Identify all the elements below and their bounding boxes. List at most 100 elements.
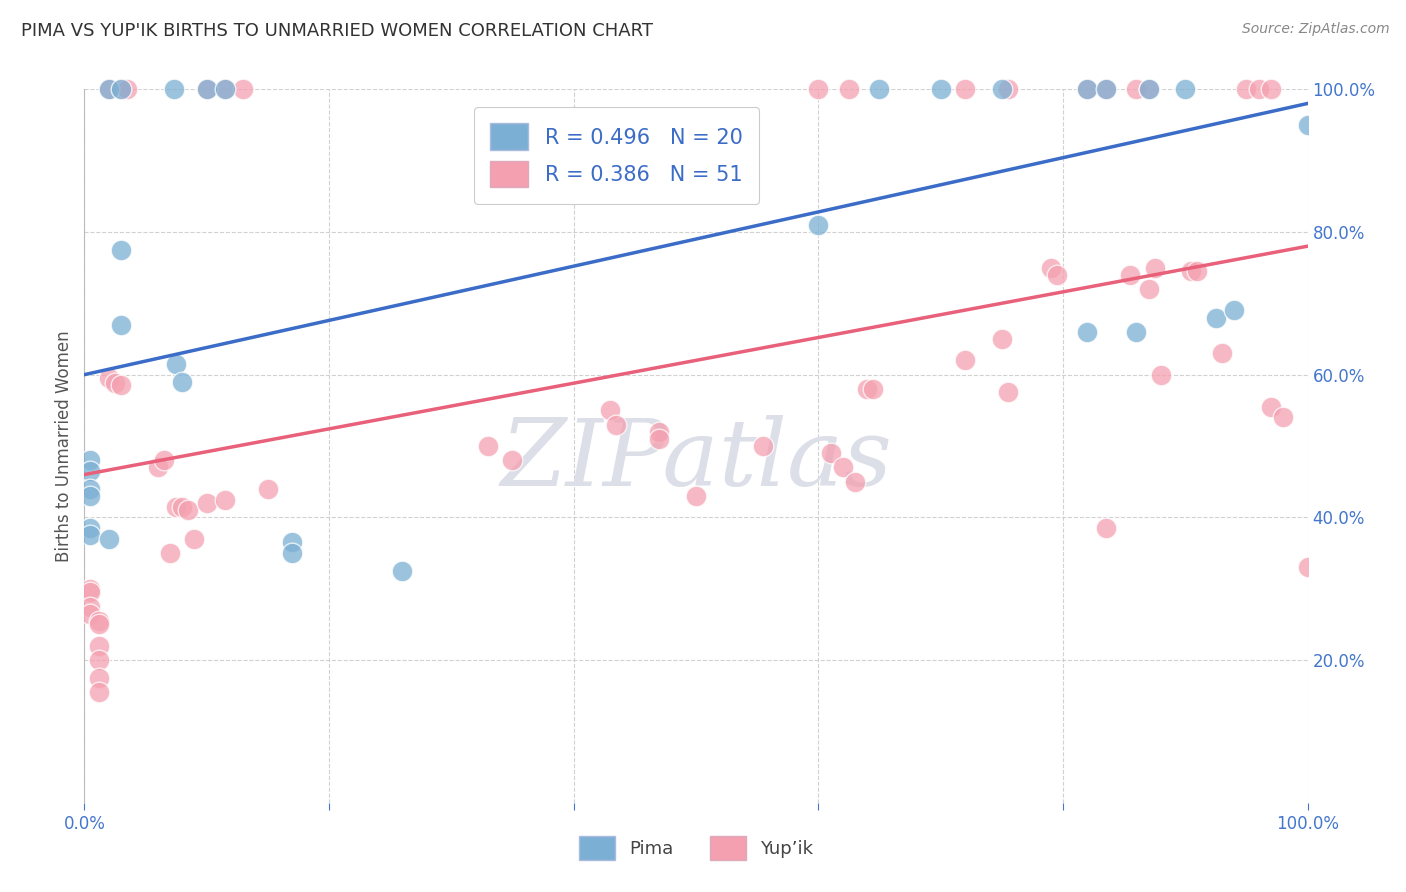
Point	[752, 439, 775, 453]
Point	[648, 432, 671, 446]
Point	[1260, 82, 1282, 96]
Point	[1211, 346, 1233, 360]
Text: Source: ZipAtlas.com: Source: ZipAtlas.com	[1241, 22, 1389, 37]
Point	[1296, 560, 1319, 574]
Point	[1180, 264, 1202, 278]
Point	[685, 489, 707, 503]
Point	[232, 82, 254, 96]
Point	[477, 439, 499, 453]
Point	[1137, 82, 1160, 96]
Point	[599, 403, 621, 417]
Point	[195, 496, 218, 510]
Point	[87, 614, 110, 628]
Point	[1137, 82, 1160, 96]
Point	[165, 357, 187, 371]
Point	[110, 318, 132, 332]
Point	[501, 453, 523, 467]
Point	[1260, 400, 1282, 414]
Point	[146, 460, 169, 475]
Point	[257, 482, 280, 496]
Point	[97, 532, 120, 546]
Point	[163, 82, 186, 96]
Point	[605, 417, 627, 432]
Point	[929, 82, 952, 96]
Point	[807, 82, 830, 96]
Point	[110, 82, 132, 96]
Point	[153, 453, 176, 467]
Point	[79, 453, 101, 467]
Point	[87, 671, 110, 685]
Point	[1143, 260, 1166, 275]
Point	[110, 378, 132, 392]
Point	[1296, 118, 1319, 132]
Point	[856, 382, 879, 396]
Point	[214, 82, 236, 96]
Point	[1223, 303, 1246, 318]
Point	[79, 528, 101, 542]
Point	[1039, 260, 1062, 275]
Point	[1094, 521, 1116, 535]
Point	[165, 500, 187, 514]
Point	[104, 376, 127, 391]
Point	[172, 500, 194, 514]
Point	[87, 685, 110, 699]
Point	[1076, 82, 1098, 96]
Point	[79, 607, 101, 621]
Point	[97, 82, 120, 96]
Point	[391, 564, 413, 578]
Point	[79, 582, 101, 596]
Point	[838, 82, 860, 96]
Text: ZIPatlas: ZIPatlas	[501, 416, 891, 505]
Point	[997, 82, 1019, 96]
Point	[172, 375, 194, 389]
Point	[281, 546, 304, 560]
Point	[1076, 325, 1098, 339]
Point	[990, 332, 1012, 346]
Point	[195, 82, 218, 96]
Point	[87, 617, 110, 632]
Point	[844, 475, 866, 489]
Point	[1094, 82, 1116, 96]
Point	[1272, 410, 1295, 425]
Point	[990, 82, 1012, 96]
Point	[1234, 82, 1257, 96]
Point	[214, 492, 236, 507]
Point	[1205, 310, 1227, 325]
Point	[1094, 82, 1116, 96]
Point	[1046, 268, 1069, 282]
Text: PIMA VS YUP'IK BIRTHS TO UNMARRIED WOMEN CORRELATION CHART: PIMA VS YUP'IK BIRTHS TO UNMARRIED WOMEN…	[21, 22, 654, 40]
Point	[281, 535, 304, 549]
Point	[115, 82, 138, 96]
Point	[869, 82, 891, 96]
Point	[87, 653, 110, 667]
Point	[1125, 82, 1147, 96]
Point	[1150, 368, 1173, 382]
Point	[79, 464, 101, 478]
Point	[1137, 282, 1160, 296]
Point	[820, 446, 842, 460]
Point	[214, 82, 236, 96]
Point	[87, 639, 110, 653]
Point	[97, 371, 120, 385]
Point	[831, 460, 853, 475]
Point	[953, 82, 976, 96]
Point	[1187, 264, 1209, 278]
Point	[807, 218, 830, 232]
Point	[1174, 82, 1197, 96]
Point	[79, 599, 101, 614]
Point	[1076, 82, 1098, 96]
Point	[110, 243, 132, 257]
Point	[110, 82, 132, 96]
Y-axis label: Births to Unmarried Women: Births to Unmarried Women	[55, 330, 73, 562]
Point	[997, 385, 1019, 400]
Point	[1247, 82, 1270, 96]
Point	[79, 585, 101, 599]
Point	[177, 503, 200, 517]
Point	[648, 425, 671, 439]
Point	[79, 482, 101, 496]
Point	[79, 521, 101, 535]
Point	[1119, 268, 1142, 282]
Point	[159, 546, 181, 560]
Point	[183, 532, 205, 546]
Point	[195, 82, 218, 96]
